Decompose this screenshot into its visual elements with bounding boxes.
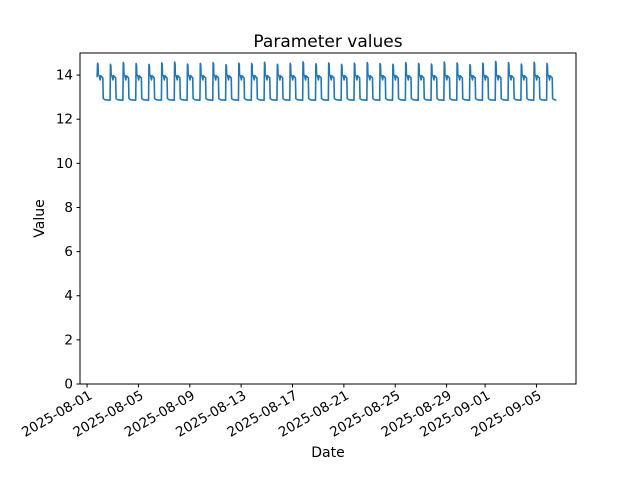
y-tick-label: 8 (64, 200, 73, 216)
y-tick-label: 10 (56, 156, 73, 172)
data-series-line (96, 60, 557, 102)
y-tick-label: 12 (56, 112, 73, 128)
y-tick-label: 4 (64, 288, 73, 304)
axes-frame (79, 52, 577, 385)
x-axis-label: Date (311, 445, 344, 461)
y-tick-label: 2 (64, 332, 73, 348)
x-axis-ticks: 2025-08-012025-08-052025-08-092025-08-13… (19, 384, 544, 441)
y-tick-label: 6 (64, 244, 73, 260)
y-axis-ticks: 0 2 4 6 8 10 12 14 (56, 68, 80, 393)
chart-title: Parameter values (253, 32, 402, 52)
y-tick-label: 14 (56, 68, 73, 84)
y-axis-label: Value (32, 199, 48, 237)
y-tick-label: 0 (64, 377, 73, 393)
